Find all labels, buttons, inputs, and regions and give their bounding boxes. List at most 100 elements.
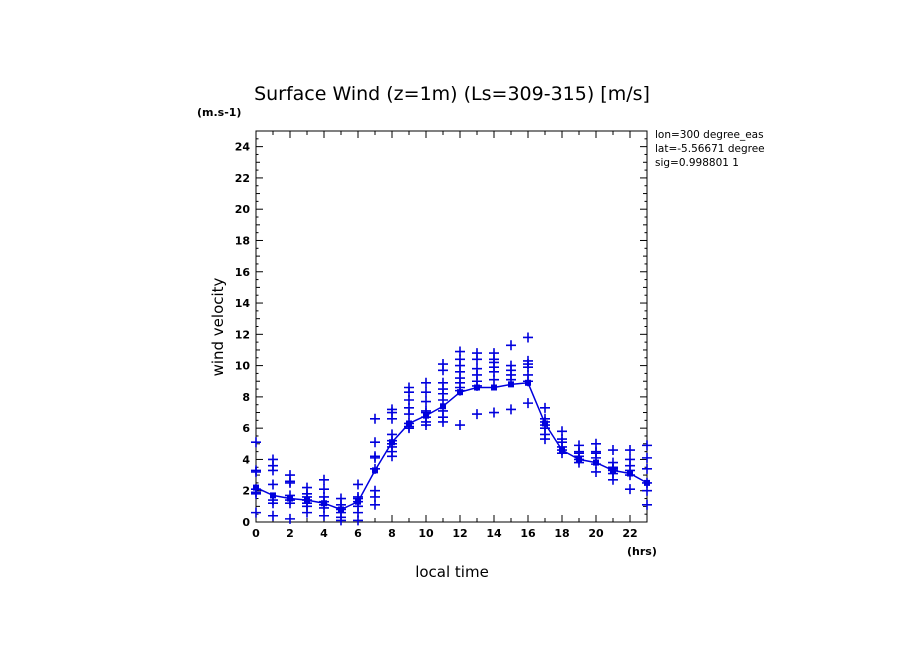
y-tick-label: 12 [235, 328, 250, 341]
x-tick-label: 20 [588, 527, 604, 540]
data-point [625, 484, 635, 495]
data-point [404, 423, 414, 434]
data-point [472, 409, 482, 420]
data-point [387, 413, 397, 424]
data-point [506, 340, 516, 351]
data-point [421, 420, 431, 431]
x-tick-label: 18 [554, 527, 569, 540]
data-point [370, 452, 380, 463]
data-point [472, 380, 482, 391]
data-point [251, 488, 261, 499]
x-unit-label: (hrs) [627, 545, 657, 558]
data-point [625, 470, 635, 481]
data-point [506, 404, 516, 415]
data-point [608, 474, 618, 485]
annotation-lon: lon=300 degree_eas [655, 129, 764, 141]
data-point [268, 479, 278, 490]
annotation-group: lon=300 degree_eas lat=-5.56671 degree s… [655, 129, 765, 169]
x-tick-label: 8 [388, 527, 396, 540]
x-tick-label: 4 [320, 527, 328, 540]
y-tick-label: 10 [235, 360, 251, 373]
y-tick-label: 20 [235, 203, 251, 216]
data-point [370, 499, 380, 510]
y-tick-label: 18 [235, 234, 250, 247]
y-tick-label: 16 [235, 266, 251, 279]
x-tick-label: 22 [622, 527, 637, 540]
data-point [370, 437, 380, 448]
data-point [455, 385, 465, 396]
x-tick-label: 12 [452, 527, 467, 540]
data-point [268, 510, 278, 521]
data-point [421, 377, 431, 388]
data-marks [251, 332, 652, 526]
data-point [370, 413, 380, 424]
y-tick-label: 6 [242, 422, 250, 435]
y-tick-label: 2 [242, 485, 250, 498]
data-point [540, 402, 550, 413]
y-tick-label: 4 [242, 453, 250, 466]
data-point [285, 477, 295, 488]
x-axis-label: local time [415, 563, 489, 581]
axis-ticks [255, 130, 648, 523]
x-tick-label: 2 [286, 527, 294, 540]
y-tick-label: 8 [242, 391, 250, 404]
data-point [319, 510, 329, 521]
x-tick-label: 6 [354, 527, 362, 540]
x-tick-label: 14 [486, 527, 502, 540]
y-tick-label: 22 [235, 172, 250, 185]
data-point [353, 515, 363, 526]
data-point [387, 451, 397, 462]
data-point [302, 507, 312, 518]
data-point [506, 374, 516, 385]
y-unit-label: (m.s-1) [197, 106, 241, 119]
y-tick-label: 14 [235, 297, 251, 310]
data-point [472, 354, 482, 365]
data-point [642, 485, 652, 496]
y-tick-label: 0 [242, 516, 250, 529]
data-point [251, 507, 261, 518]
data-point [557, 448, 567, 459]
data-point [540, 434, 550, 445]
data-point [336, 515, 346, 526]
data-point [523, 332, 533, 343]
data-point [642, 440, 652, 451]
data-point [404, 409, 414, 420]
data-point [268, 498, 278, 509]
data-point [523, 376, 533, 387]
data-point [523, 398, 533, 409]
x-tick-label: 10 [418, 527, 434, 540]
y-axis-label: wind velocity [209, 277, 227, 376]
y-tick-label: 24 [235, 141, 251, 154]
x-tick-label: 0 [252, 527, 260, 540]
data-point [642, 463, 652, 474]
data-point [370, 463, 380, 474]
data-point [642, 499, 652, 510]
data-point [455, 420, 465, 431]
data-point [438, 395, 448, 406]
data-point [251, 466, 261, 477]
data-point [319, 474, 329, 485]
annotation-lat: lat=-5.56671 degree [655, 143, 765, 155]
data-point [421, 387, 431, 398]
data-point [268, 465, 278, 476]
data-point [438, 365, 448, 376]
data-point [353, 479, 363, 490]
data-point [489, 374, 499, 385]
x-tick-label: 16 [520, 527, 536, 540]
data-point [285, 513, 295, 524]
data-point [421, 396, 431, 407]
annotation-sig: sig=0.998801 1 [655, 157, 739, 169]
data-point [438, 416, 448, 427]
data-point [489, 407, 499, 418]
data-point [285, 498, 295, 509]
data-point [608, 445, 618, 456]
data-point [574, 457, 584, 468]
data-point [591, 466, 601, 477]
data-point [642, 452, 652, 463]
data-point [625, 445, 635, 456]
chart-title: Surface Wind (z=1m) (Ls=309-315) [m/s] [254, 83, 650, 105]
data-point [251, 437, 261, 448]
